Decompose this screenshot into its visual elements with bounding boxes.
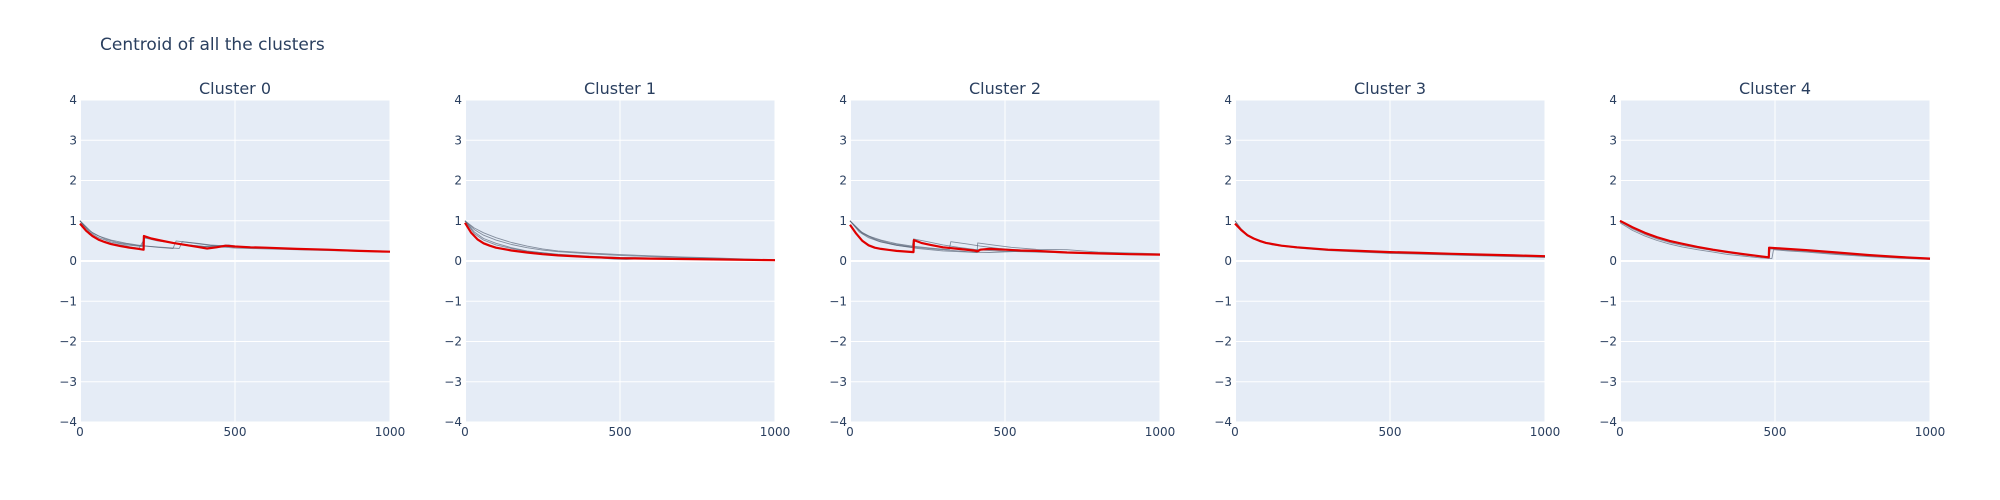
y-tick-label: 3 [1609,133,1617,147]
y-tick-label: −3 [1599,375,1617,389]
y-tick-label: 1 [839,214,847,228]
centroid-line [79,222,391,253]
y-tick-label: 1 [454,214,462,228]
y-tick-label: 2 [839,174,847,188]
subplot-title: Cluster 3 [1354,79,1426,98]
y-tick-label: 0 [454,254,462,268]
x-tick-label: 1000 [1530,425,1561,439]
x-tick-label: 0 [461,425,469,439]
y-tick-label: 2 [1609,174,1617,188]
y-tick-label: −4 [444,415,462,429]
y-tick-label: −1 [829,294,847,308]
y-tick-label: 0 [69,254,77,268]
y-tick-label: 4 [69,93,77,107]
x-tick-label: 500 [994,425,1017,439]
y-tick-label: −1 [59,294,77,308]
y-tick-label: 4 [454,93,462,107]
member-series-line [1619,222,1931,260]
subplot-title: Cluster 4 [1739,79,1811,98]
y-tick-label: 1 [1224,214,1232,228]
subplot-1: −4 −3 −2 −1 0 1 2 3 4 0 500 1000 Cluster 1 [444,79,790,439]
y-tick-label: −1 [1599,294,1617,308]
x-tick-label: 0 [1231,425,1239,439]
subplot-3: −4 −3 −2 −1 0 1 2 3 4 0 500 1000 Cluster 3 [1214,79,1560,439]
centroid-line [1619,219,1931,260]
y-tick-label: 2 [1224,174,1232,188]
y-tick-label: 3 [839,133,847,147]
y-tick-label: −3 [444,375,462,389]
x-tick-label: 500 [1764,425,1787,439]
y-tick-label: 1 [1609,214,1617,228]
y-tick-label: 0 [839,254,847,268]
y-tick-label: 3 [1224,133,1232,147]
y-tick-label: −1 [444,294,462,308]
y-tick-label: −2 [444,335,462,349]
y-tick-label: 4 [839,93,847,107]
y-tick-label: −3 [1214,375,1232,389]
x-tick-label: 0 [1616,425,1624,439]
x-tick-label: 500 [1379,425,1402,439]
x-tick-label: 1000 [375,425,406,439]
centroid-line [1234,222,1546,258]
y-tick-label: 0 [1224,254,1232,268]
y-tick-label: −2 [1599,335,1617,349]
y-tick-label: 2 [454,174,462,188]
y-tick-label: 0 [1609,254,1617,268]
y-tick-label: −4 [59,415,77,429]
y-tick-label: −2 [1214,335,1232,349]
member-series-line [464,220,776,261]
x-tick-label: 1000 [1145,425,1176,439]
member-series-line [464,220,776,261]
subplot-2: −4 −3 −2 −1 0 1 2 3 4 0 500 1000 Cluster 2 [829,79,1175,439]
y-tick-label: 1 [69,214,77,228]
x-tick-label: 500 [609,425,632,439]
x-tick-label: 500 [224,425,247,439]
subplot-title: Cluster 0 [199,79,271,98]
centroid-line [849,224,1161,256]
subplot-title: Cluster 1 [584,79,656,98]
y-tick-label: 3 [454,133,462,147]
subplot-title: Cluster 2 [969,79,1041,98]
subplot-0: −4 −3 −2 −1 0 1 2 3 4 0 500 1000 Cluster 0 [59,79,405,439]
centroid-line [464,222,776,262]
y-tick-label: 4 [1609,93,1617,107]
y-tick-label: 4 [1224,93,1232,107]
y-tick-label: −4 [1214,415,1232,429]
member-series-line [849,220,1161,256]
x-tick-label: 0 [846,425,854,439]
figure-title: Centroid of all the clusters [100,35,325,55]
x-tick-label: 1000 [1915,425,1946,439]
y-tick-label: −4 [1599,415,1617,429]
y-tick-label: −2 [59,335,77,349]
y-tick-label: −4 [829,415,847,429]
y-tick-label: 3 [69,133,77,147]
x-tick-label: 0 [76,425,84,439]
y-tick-label: −1 [1214,294,1232,308]
y-tick-label: −3 [829,375,847,389]
x-tick-label: 1000 [760,425,791,439]
y-tick-label: 2 [69,174,77,188]
y-tick-label: −2 [829,335,847,349]
subplot-4: −4 −3 −2 −1 0 1 2 3 4 0 500 1000 Cluster 4 [1599,79,1945,439]
y-tick-label: −3 [59,375,77,389]
